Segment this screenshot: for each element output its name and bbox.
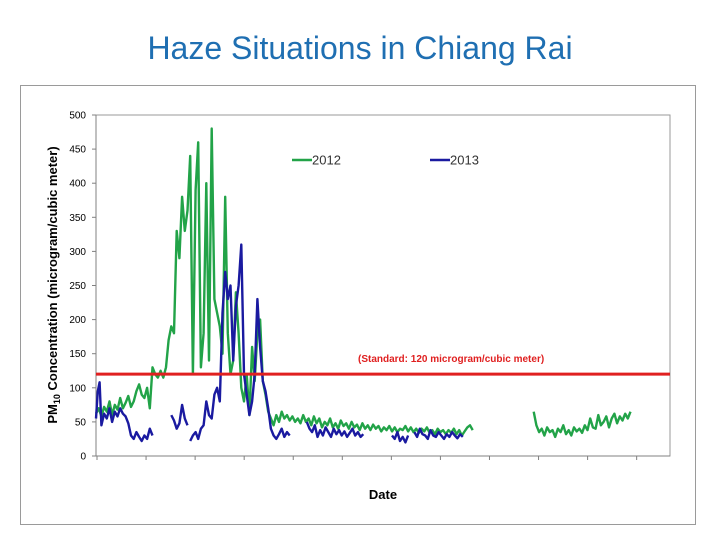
y-tick-label: 0 <box>80 452 86 463</box>
series-line-2013 <box>391 430 410 444</box>
y-axis: 0 50 100 150 200 250 300 350 400 450 500 <box>69 111 97 463</box>
series-line-2012 <box>532 411 632 439</box>
y-axis-label: PM10 Concentration (microgram/cubic mete… <box>45 146 62 423</box>
legend-label-2013: 2013 <box>450 153 479 168</box>
x-axis-label: Date <box>369 487 397 502</box>
y-tick-label: 300 <box>69 247 86 258</box>
series-line-2013 <box>305 421 365 439</box>
y-tick-label: 50 <box>75 417 87 428</box>
y-tick-label: 500 <box>69 111 86 122</box>
x-axis <box>96 455 670 460</box>
legend: 2012 2013 <box>292 153 479 168</box>
y-axis-label-sub: 10 <box>52 394 62 404</box>
slide-title: Haze Situations in Chiang Rai <box>147 30 573 66</box>
chart-frame <box>20 85 696 525</box>
series-line-2013 <box>170 403 189 430</box>
standard-label: (Standard: 120 microgram/cubic meter) <box>358 354 544 365</box>
y-tick-label: 100 <box>69 383 86 394</box>
series-layer <box>94 127 670 444</box>
series-2012 <box>94 127 632 439</box>
series-2013 <box>94 243 464 444</box>
series-line-2012 <box>94 127 474 437</box>
series-line-2013 <box>94 381 154 443</box>
y-tick-label: 150 <box>69 349 86 360</box>
legend-label-2012: 2012 <box>312 153 341 168</box>
y-tick-label: 350 <box>69 213 86 224</box>
series-line-2013 <box>189 243 291 442</box>
y-tick-label: 450 <box>69 145 86 156</box>
y-axis-label-main: PM <box>45 404 60 424</box>
y-tick-label: 400 <box>69 179 86 190</box>
series-line-2013 <box>413 427 464 441</box>
y-tick-label: 250 <box>69 281 86 292</box>
y-tick-label: 200 <box>69 315 86 326</box>
y-axis-label-rest: Concentration (microgram/cubic meter) <box>45 146 60 394</box>
